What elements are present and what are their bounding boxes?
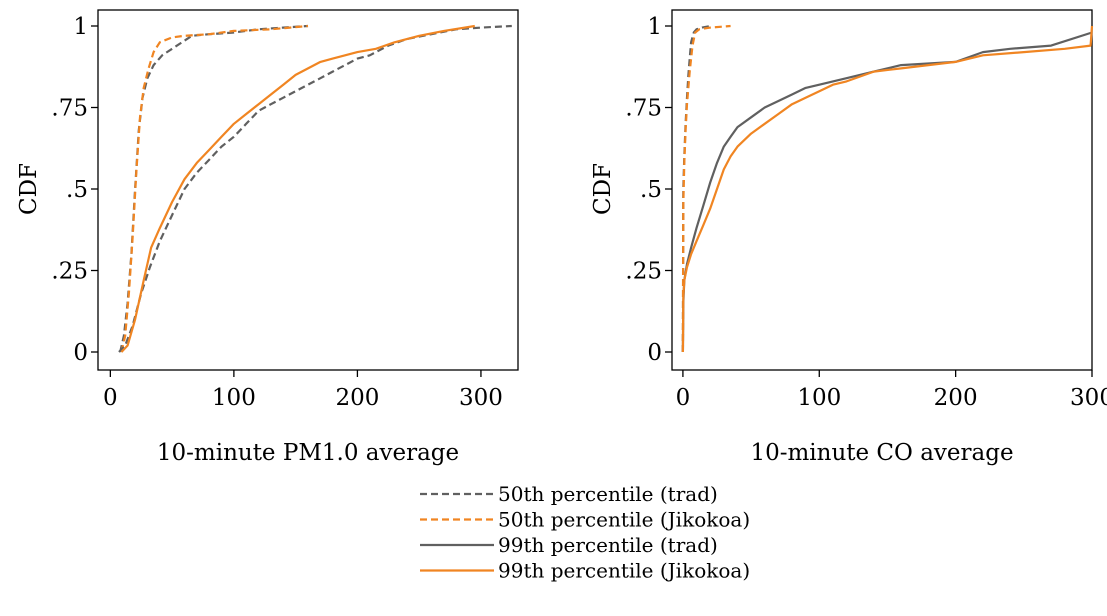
y-tick-label: .75 [625,96,662,122]
x-tick-label: 200 [934,385,978,411]
x-tick-label: 0 [676,385,691,411]
x-axis-label: 10-minute PM1.0 average [157,440,459,466]
y-tick-label: 1 [647,14,662,40]
y-tick-label: .25 [625,259,662,285]
x-tick-label: 300 [1070,385,1107,411]
x-tick-label: 300 [459,385,503,411]
legend-label: 99th percentile (Jikokoa) [498,559,750,583]
y-tick-label: 0 [73,340,88,366]
series-line-50th-percentile-trad- [119,24,309,353]
y-tick-label: .25 [51,259,88,285]
y-axis-label: CDF [590,163,616,215]
plot-frame [671,9,1093,371]
series-line-50th-percentile-jikokoa- [681,24,731,353]
x-tick-label: 100 [212,385,256,411]
y-tick-label: 1 [73,14,88,40]
x-axis-label: 10-minute CO average [750,440,1013,466]
series-line-99th-percentile-trad- [681,31,1093,353]
y-axis-label: CDF [16,163,42,215]
x-tick-label: 100 [797,385,841,411]
series-line-99th-percentile-jikokoa- [120,24,475,353]
y-tick-label: .75 [51,96,88,122]
x-tick-label: 200 [335,385,379,411]
legend-label: 99th percentile (trad) [498,533,718,557]
plot-frame [97,9,519,371]
legend-label: 50th percentile (trad) [498,482,718,506]
y-tick-label: .5 [66,177,88,203]
series-line-50th-percentile-trad- [681,24,711,353]
legend-label: 50th percentile (Jikokoa) [498,508,750,532]
y-tick-label: .5 [640,177,662,203]
series-line-99th-percentile-jikokoa- [681,25,1094,353]
series-line-50th-percentile-jikokoa- [120,24,309,353]
series-line-99th-percentile-trad- [118,24,512,353]
y-tick-label: 0 [647,340,662,366]
x-tick-label: 0 [103,385,118,411]
